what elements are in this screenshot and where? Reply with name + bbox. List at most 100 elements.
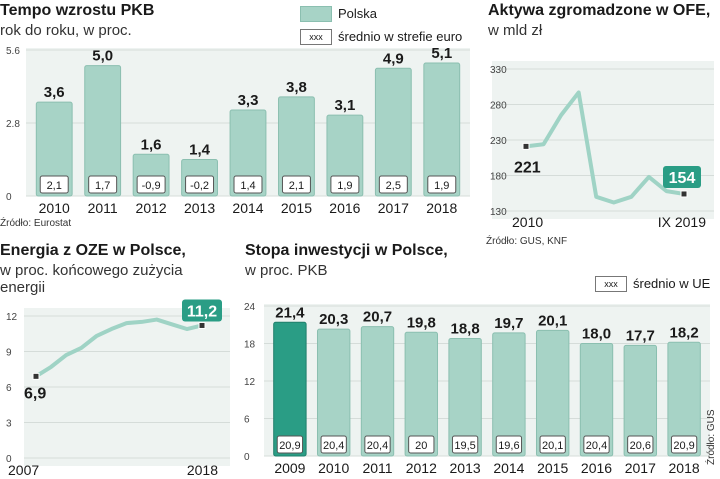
series-line	[34, 317, 204, 379]
x-tick-label: 2010	[318, 460, 349, 476]
y-tick-label: 180	[490, 172, 507, 183]
oze-title: Energia z OZE w Polsce,	[0, 242, 186, 259]
comparison-value-label: 20,4	[323, 440, 344, 452]
comparison-value-label: 20,9	[279, 440, 300, 452]
ofe-chart: 330 280 230 180 130 221 154 2010 IX 2019	[490, 61, 714, 230]
legend-euro-label: średnio w strefie euro	[338, 29, 463, 44]
end-value-label: 154	[669, 170, 696, 187]
bar	[360, 326, 395, 457]
x-tick-label: 2011	[362, 460, 392, 476]
x-tick-label: 2011	[88, 200, 118, 216]
y-tick-label: 230	[490, 136, 507, 147]
x-tick-label: 2018	[187, 462, 218, 478]
comparison-value-label: 1,9	[337, 180, 352, 192]
x-tick-label: 2013	[184, 200, 215, 216]
bar	[448, 338, 482, 457]
y-tick-label: 3	[6, 419, 12, 430]
legend-polska-swatch	[300, 6, 332, 22]
comparison-box	[39, 175, 69, 194]
comparison-box	[378, 175, 408, 194]
y-tick-label: 0	[6, 192, 12, 203]
legend-polska-label: Polska	[338, 6, 378, 21]
gdp-growth-panel: Tempo wzrostu PKB rok do roku, w proc. P…	[0, 0, 470, 235]
bar	[535, 329, 570, 457]
x-tick-label: 2018	[669, 460, 700, 476]
bar-value-label: 20,3	[319, 311, 348, 328]
bar-value-label: 18,8	[450, 321, 479, 338]
bar-value-label: 5,1	[431, 45, 452, 62]
comparison-value-label: 20,4	[367, 440, 388, 452]
bar	[273, 321, 307, 457]
bar-value-label: 1,4	[189, 142, 211, 159]
comparison-value-label: 2,1	[47, 180, 62, 192]
x-tick-label: 2015	[281, 200, 312, 216]
x-tick-label: 2007	[8, 462, 39, 478]
y-tick-label: 280	[490, 101, 507, 112]
gdp-legend: Polska xxx średnio w strefie euro	[300, 6, 470, 46]
comparison-box	[427, 175, 457, 194]
y-tick-label: 5.6	[6, 46, 20, 57]
comparison-box	[408, 435, 435, 454]
bar	[423, 62, 461, 197]
comparison-value-label: 20,9	[673, 440, 694, 452]
y-tick-label: 9	[6, 348, 12, 359]
x-tick-label: 2014	[232, 200, 263, 216]
x-tick-label: 2012	[406, 460, 437, 476]
comparison-box	[364, 435, 391, 454]
x-tick-label: 2012	[136, 200, 167, 216]
end-value-badge	[182, 299, 222, 322]
ofe-assets-panel: Aktywa zgromadzone w OFE, w mld zł 330 28…	[486, 0, 720, 255]
comparison-box	[281, 175, 311, 194]
bar	[278, 96, 315, 197]
bar-value-label: 21,4	[275, 304, 305, 321]
bar-value-label: 20,1	[538, 312, 567, 329]
ofe-source: Źródło: GUS, KNF	[486, 236, 568, 247]
y-tick-label: 130	[490, 207, 507, 218]
inw-source: Źródło: GUS	[706, 409, 717, 465]
oze-subtitle-line2: energii	[0, 279, 46, 296]
y-tick-label: 0	[6, 454, 12, 465]
gdp-title: Tempo wzrostu PKB	[0, 2, 155, 19]
x-tick-label: 2018	[426, 200, 457, 216]
comparison-value-label: 2,1	[289, 180, 304, 192]
x-tick-label: 2015	[537, 460, 568, 476]
comparison-box	[670, 435, 698, 454]
x-tick-label: 2016	[581, 460, 612, 476]
comparison-value-label: 19,5	[454, 440, 475, 452]
comparison-value-label: 20,4	[586, 440, 607, 452]
bar	[35, 101, 73, 197]
bar	[492, 332, 526, 457]
comparison-box	[539, 435, 566, 454]
comparison-box	[233, 175, 263, 194]
y-tick-label: 24	[244, 302, 256, 313]
bar-value-label: 3,1	[334, 97, 355, 114]
end-value-badge	[663, 165, 701, 188]
oze-chart: 12 9 6 3 0 6,9 11,2 2007 2018	[6, 299, 230, 478]
x-tick-label: IX 2019	[658, 214, 706, 230]
gdp-chart: 5.6 2.8 0 3,6 2,1 2010 5,0 1,7 2011 1,6 -0,9 2012 1,…	[6, 45, 470, 216]
legend-ue-label: średnio w UE	[633, 276, 711, 291]
bar-value-label: 5,0	[92, 48, 113, 65]
ofe-subtitle: w mld zł	[488, 22, 543, 39]
bar-value-label: 3,8	[286, 79, 307, 96]
x-tick-label: 2014	[493, 460, 524, 476]
gdp-source: Źródło: Eurostat	[0, 218, 72, 229]
bar-value-label: 3,3	[238, 92, 259, 109]
comparison-value-label: 1,7	[95, 180, 110, 192]
comparison-value-label: 20	[415, 440, 427, 452]
ofe-title: Aktywa zgromadzone w OFE,	[488, 2, 711, 19]
y-tick-label: 12	[6, 312, 18, 323]
legend-ue-sample: xxx	[595, 276, 627, 292]
y-tick-label: 6	[244, 415, 250, 426]
legend-euro-sample: xxx	[300, 29, 332, 45]
comparison-box	[320, 435, 347, 454]
inw-subtitle: w proc. PKB	[245, 262, 328, 279]
x-tick-label: 2017	[625, 460, 656, 476]
comparison-box	[627, 435, 654, 454]
start-point-marker	[32, 372, 40, 380]
bar-value-label: 3,6	[44, 84, 65, 101]
x-tick-label: 2010	[39, 200, 70, 216]
bar	[316, 328, 351, 457]
series-line	[524, 90, 686, 205]
bar	[404, 331, 439, 457]
